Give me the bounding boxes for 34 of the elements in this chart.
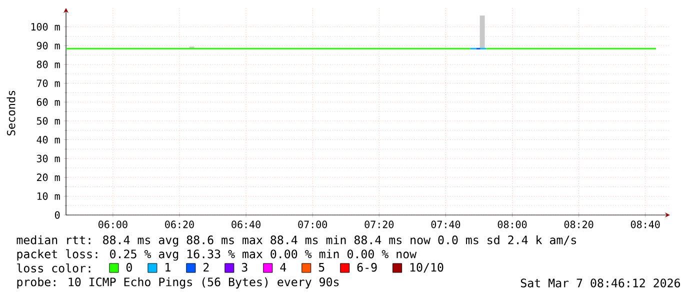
legend-label: 10/10: [410, 262, 444, 273]
legend-label: 5: [318, 263, 324, 272]
legend-label: 4: [280, 263, 286, 272]
legend-label: 2: [204, 262, 209, 272]
legend-title: loss color:: [17, 263, 90, 272]
text: packet loss: 0.25 % avg 16.33 % max 0.00 % min 0.00 % now: [17, 249, 417, 261]
x-tick-label: 07:40: [431, 220, 460, 228]
text: probe: 10 ICMP Echo Pings (56 Bytes) every 90s: [17, 277, 339, 289]
x-tick-label: 07:20: [364, 220, 394, 228]
x-tick-label: 06:20: [165, 220, 194, 228]
y-tick-label: 30 m: [36, 154, 60, 162]
legend-label: 0: [126, 262, 132, 272]
text: median rtt: 88.4 ms avg 88.6 ms max 88.4 ms min 88.4 ms now 0.0 ms sd 2.4 k am/s: [16, 235, 576, 247]
legend-label: 3: [242, 262, 248, 272]
legend-label: 1: [166, 263, 170, 272]
x-tick-label: 08:00: [498, 220, 527, 228]
y-tick-label: 0: [54, 211, 60, 219]
y-tick-label: 40 m: [36, 136, 60, 144]
x-tick-label: 08:40: [630, 220, 660, 228]
y-tick-label: 100 m: [31, 23, 60, 31]
x-tick-label: 08:20: [564, 220, 594, 228]
y-tick-label: 70 m: [36, 79, 60, 88]
x-tick-label: 06:00: [98, 220, 128, 228]
y-tick-label: 80 m: [36, 60, 60, 68]
legend-label: 6-9: [357, 262, 377, 272]
y-tick-label: 60 m: [36, 98, 60, 106]
y-tick-label: 20 m: [37, 174, 60, 182]
text: Sat Mar 7 08:46:12 2026: [520, 278, 680, 288]
y-axis-title: Seconds: [6, 90, 16, 136]
y-tick-label: 10 m: [37, 192, 60, 200]
y-tick-label: 90 m: [36, 42, 60, 50]
x-tick-label: 07:00: [298, 220, 327, 228]
x-tick-label: 06:40: [232, 220, 260, 228]
y-tick-label: 50 m: [36, 117, 60, 125]
